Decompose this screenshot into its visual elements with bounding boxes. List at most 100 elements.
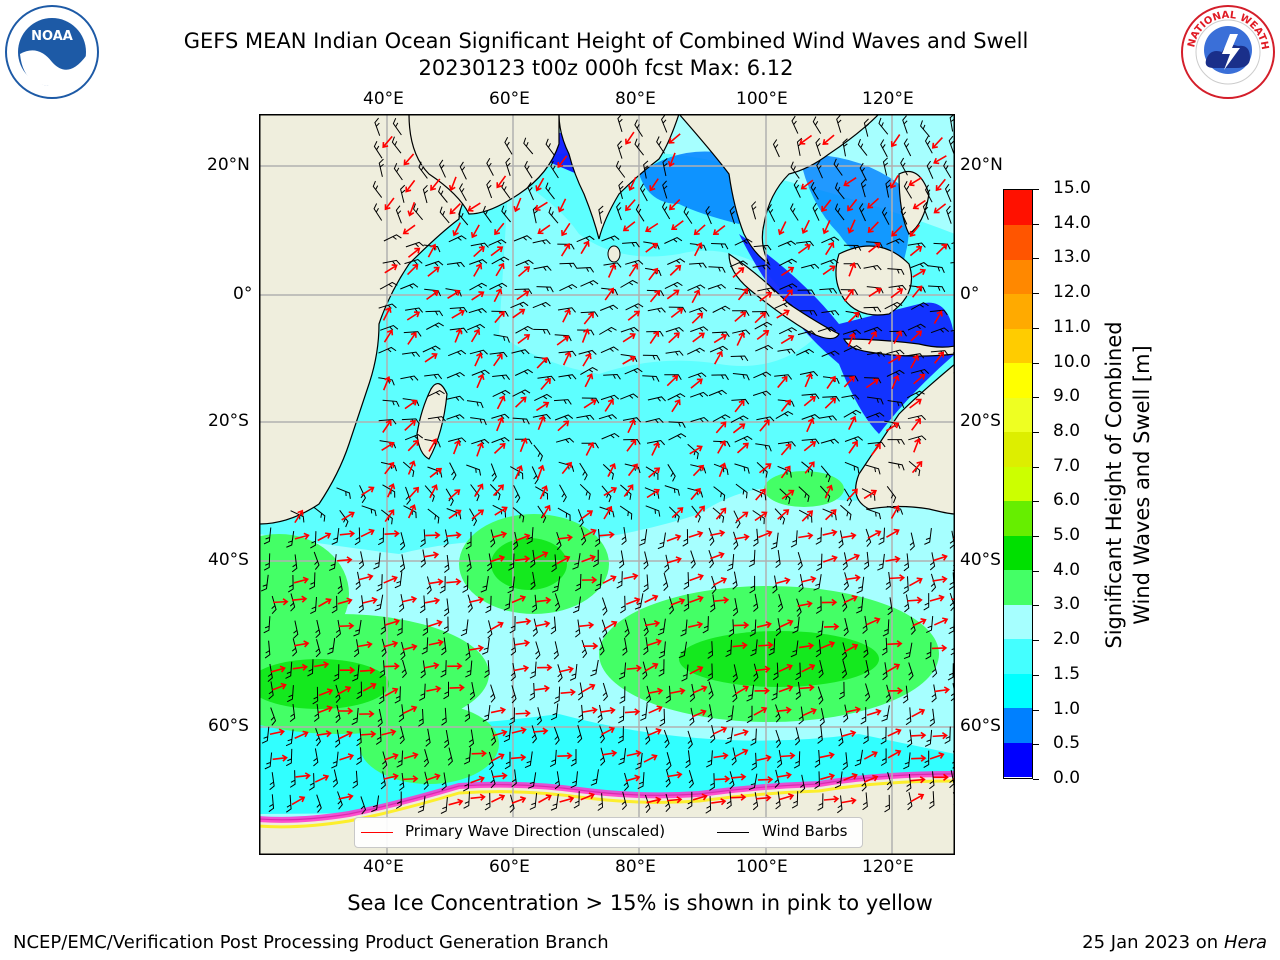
wave-direction-arrow — [452, 222, 462, 237]
wind-barb — [467, 594, 473, 613]
wind-barb — [711, 374, 729, 381]
wind-barb — [882, 662, 888, 681]
chart-title: GEFS MEAN Indian Ocean Significant Heigh… — [183, 29, 1029, 53]
wave-direction-arrow — [848, 415, 857, 430]
wave-direction-arrow — [516, 290, 530, 301]
wave-direction-arrow — [604, 398, 614, 412]
wind-barb — [427, 416, 446, 422]
wave-direction-arrow — [759, 419, 770, 432]
wave-direction-arrow — [622, 355, 636, 365]
wind-barb — [601, 432, 620, 440]
wind-barb — [922, 201, 929, 220]
wind-barb — [797, 552, 803, 571]
wave-direction-arrow — [822, 219, 831, 235]
wave-direction-arrow — [756, 329, 770, 341]
wave-direction-arrow — [888, 354, 902, 364]
lon-top-60e: 60°E — [489, 89, 530, 109]
wind-barb — [590, 769, 599, 786]
wave-direction-arrow — [337, 686, 352, 695]
wave-direction-arrow — [801, 510, 814, 522]
colorbar-segment — [1004, 362, 1032, 398]
wave-direction-arrow — [557, 752, 573, 760]
wind-barb — [459, 183, 467, 202]
wind-barb — [361, 505, 377, 517]
wave-direction-arrow — [824, 397, 837, 409]
wave-direction-arrow — [911, 754, 927, 762]
wave-direction-arrow — [514, 639, 531, 647]
wind-barb — [813, 574, 822, 591]
wind-barb — [926, 616, 934, 634]
wind-barb — [683, 206, 693, 224]
wind-barb — [752, 264, 771, 270]
wave-direction-arrow — [362, 596, 378, 604]
wind-barb — [331, 595, 338, 614]
wind-barb — [923, 593, 930, 611]
wind-barb — [598, 205, 604, 224]
wind-barb — [634, 138, 644, 156]
wave-direction-arrow — [534, 684, 550, 693]
wave-direction-arrow — [626, 664, 642, 672]
wave-direction-arrow — [600, 726, 616, 736]
wind-barb — [623, 772, 629, 792]
wind-barb — [289, 770, 296, 788]
wind-barb — [395, 205, 402, 224]
wind-barb — [616, 571, 623, 589]
wind-barb — [511, 769, 517, 788]
wave-direction-arrow — [269, 728, 285, 736]
wave-direction-arrow — [272, 754, 288, 762]
wind-barb — [885, 571, 891, 590]
wave-zone-blue-scs — [799, 154, 909, 274]
wind-barb — [863, 306, 882, 313]
wind-barb — [881, 207, 890, 225]
wind-barb — [337, 576, 343, 595]
wind-barb — [374, 594, 384, 612]
wind-barb — [373, 140, 383, 159]
wind-barb — [425, 310, 444, 317]
wind-barb — [377, 527, 384, 546]
wind-barb — [509, 615, 516, 634]
wind-barb — [309, 572, 316, 590]
wind-barb — [746, 705, 753, 724]
wind-barb — [491, 437, 510, 444]
wind-barb — [482, 205, 492, 223]
wave-direction-arrow — [496, 175, 507, 189]
wind-barb — [904, 594, 910, 613]
wind-barb — [947, 663, 954, 681]
colorbar-tick-label: 9.0 — [1053, 386, 1081, 407]
wind-barb — [730, 415, 749, 423]
wind-barb — [580, 527, 587, 546]
wave-direction-arrow — [429, 484, 438, 499]
wind-barb — [928, 265, 945, 274]
wind-barb — [843, 572, 850, 591]
wind-barb — [906, 390, 925, 399]
wave-direction-arrow — [582, 352, 592, 367]
wave-direction-arrow — [541, 504, 551, 519]
wave-direction-arrow — [560, 688, 576, 696]
wind-barb — [664, 237, 683, 244]
wind-barb — [864, 683, 871, 702]
wind-barb — [928, 285, 946, 293]
wave-direction-arrow — [671, 220, 684, 231]
wave-direction-arrow — [929, 594, 945, 602]
wave-direction-arrow — [358, 573, 374, 581]
wind-barb — [402, 351, 421, 357]
wave-direction-arrow — [407, 460, 416, 475]
colorbar-tick-label: 14.0 — [1053, 212, 1091, 233]
wave-direction-arrow — [403, 705, 418, 714]
wave-direction-arrow — [316, 730, 332, 738]
wind-barb — [815, 527, 822, 545]
wave-direction-arrow — [338, 793, 354, 801]
wind-barb — [777, 594, 784, 613]
wave-direction-arrow — [407, 201, 416, 217]
wind-barb — [422, 184, 429, 204]
wind-barb — [687, 730, 693, 749]
wind-barb — [795, 681, 801, 700]
wave-direction-arrow — [754, 687, 770, 695]
wind-barb — [573, 791, 580, 809]
wind-barb — [775, 704, 781, 723]
wind-barb — [441, 707, 447, 726]
wind-barb — [801, 263, 820, 269]
wind-barb — [572, 553, 581, 570]
wind-barb — [396, 750, 404, 768]
wind-barb — [705, 796, 712, 814]
